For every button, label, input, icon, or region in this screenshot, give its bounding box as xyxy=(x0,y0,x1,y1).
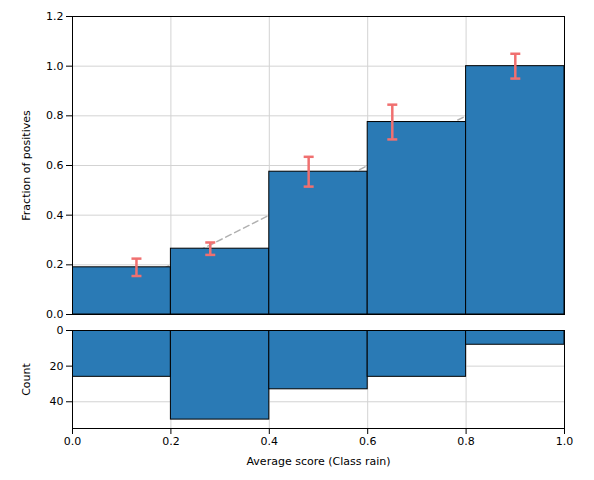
svg-text:0.6: 0.6 xyxy=(359,435,377,448)
svg-text:0: 0 xyxy=(57,324,64,337)
svg-text:1.2: 1.2 xyxy=(46,10,64,23)
svg-text:Fraction of positives: Fraction of positives xyxy=(20,110,33,221)
svg-text:20: 20 xyxy=(50,360,64,373)
svg-text:0.4: 0.4 xyxy=(46,209,64,222)
svg-text:1.0: 1.0 xyxy=(556,435,574,448)
svg-text:0.0: 0.0 xyxy=(46,308,64,321)
svg-text:0.8: 0.8 xyxy=(46,109,64,122)
svg-text:0.0: 0.0 xyxy=(64,435,82,448)
svg-text:1.0: 1.0 xyxy=(46,60,64,73)
svg-text:Count: Count xyxy=(20,362,33,395)
svg-text:Average score (Class rain): Average score (Class rain) xyxy=(246,455,390,468)
svg-text:0.2: 0.2 xyxy=(162,435,180,448)
svg-text:0.8: 0.8 xyxy=(457,435,475,448)
svg-text:40: 40 xyxy=(50,395,64,408)
svg-text:0.4: 0.4 xyxy=(261,435,279,448)
svg-text:0.6: 0.6 xyxy=(46,159,64,172)
svg-text:0.2: 0.2 xyxy=(46,258,64,271)
